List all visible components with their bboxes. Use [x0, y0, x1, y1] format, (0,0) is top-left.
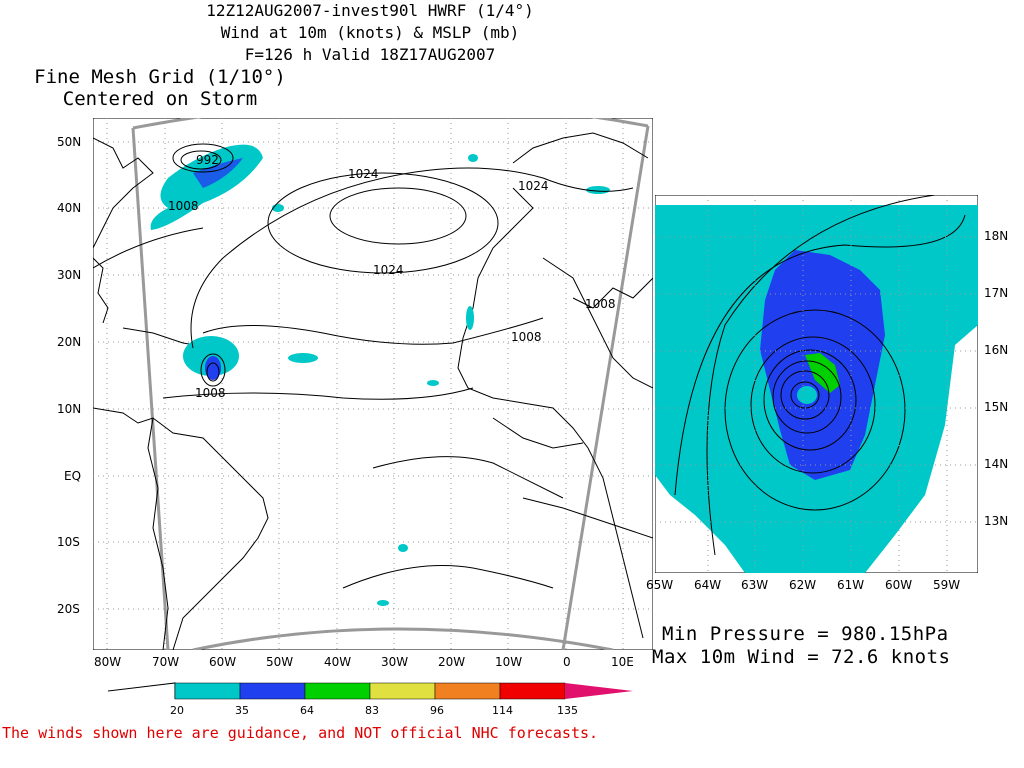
- wind-colorbar: [108, 682, 633, 700]
- isobar-label: 1024: [348, 167, 379, 181]
- title-line-2: Wind at 10m (knots) & MSLP (mb): [220, 23, 520, 42]
- lat-label: 20S: [57, 602, 80, 616]
- max-wind: Max 10m Wind = 72.6 knots: [652, 646, 951, 668]
- lon-label: 10E: [611, 655, 634, 669]
- colorbar-segment: [369, 682, 436, 700]
- lat-label: 16N: [984, 343, 1009, 357]
- lon-label: 70W: [152, 655, 180, 669]
- lat-label: 20N: [57, 335, 82, 349]
- lat-label: 30N: [57, 268, 82, 282]
- lat-label: 13N: [984, 514, 1009, 528]
- isobars: [93, 143, 634, 589]
- lon-label: 60W: [885, 578, 913, 592]
- fine-mesh-title-line-2: Centered on Storm: [62, 88, 258, 110]
- lon-label: 62W: [789, 578, 817, 592]
- lat-label: 10S: [57, 535, 80, 549]
- colorbar-tail: [108, 682, 176, 699]
- lon-label: 65W: [646, 578, 674, 592]
- main-title: 12Z12AUG2007-invest90l HWRF (1/4°) Wind …: [0, 0, 740, 66]
- colorbar-label: 35: [235, 704, 249, 717]
- lon-label: 30W: [381, 655, 409, 669]
- isobar-label: 1024: [373, 263, 404, 277]
- disclaimer: The winds shown here are guidance, and N…: [2, 724, 599, 742]
- coastlines: [93, 132, 653, 650]
- lon-label: 60W: [209, 655, 237, 669]
- colorbar-segment: [239, 682, 306, 700]
- lat-label: 10N: [57, 402, 82, 416]
- fine-mesh-title: Fine Mesh Grid (1/10°) Centered on Storm: [0, 66, 320, 110]
- wind-83-contour: [805, 353, 840, 393]
- colorbar-label: 114: [492, 704, 513, 717]
- colorbar-segment: [304, 682, 371, 700]
- fine-graticule: [655, 195, 978, 573]
- colorbar-segment: [174, 682, 241, 700]
- colorbar-segment: [434, 682, 501, 700]
- lon-label: 40W: [324, 655, 352, 669]
- isobar-label: 992: [196, 153, 219, 167]
- lon-label: 0: [563, 655, 571, 669]
- map-graticule: [93, 118, 653, 650]
- lat-label: 14N: [984, 457, 1009, 471]
- title-line-1: 12Z12AUG2007-invest90l HWRF (1/4°): [206, 1, 534, 20]
- lat-label: 18N: [984, 229, 1009, 243]
- isobar-label: 1008: [195, 386, 226, 400]
- fine-mesh-map: [655, 195, 978, 573]
- lat-label: 17N: [984, 286, 1009, 300]
- colorbar-label: 64: [300, 704, 314, 717]
- colorbar-label: 135: [557, 704, 578, 717]
- min-pressure: Min Pressure = 980.15hPa: [662, 623, 949, 645]
- lon-label: 64W: [694, 578, 722, 592]
- fine-isobars: [674, 195, 966, 556]
- lat-label: 40N: [57, 201, 82, 215]
- isobar-label: 1008: [511, 330, 542, 344]
- main-map: 992 1008 1024 1024 1024 1008 1008 1008: [93, 118, 653, 650]
- colorbar-segment: [499, 682, 566, 700]
- colorbar-label: 83: [365, 704, 379, 717]
- isobar-label: 1024: [518, 179, 549, 193]
- lon-label: 10W: [495, 655, 523, 669]
- colorbar-arrow: [565, 683, 633, 699]
- lat-label: 15N: [984, 400, 1009, 414]
- colorbar-label: 96: [430, 704, 444, 717]
- isobar-labels: 992 1008 1024 1024 1024 1008 1008 1008: [168, 153, 616, 400]
- storm-eye: [797, 386, 817, 404]
- colorbar-label: 20: [170, 704, 184, 717]
- lon-label: 50W: [266, 655, 294, 669]
- lon-label: 80W: [94, 655, 122, 669]
- isobar-label: 1008: [585, 297, 616, 311]
- lon-label: 59W: [933, 578, 961, 592]
- isobar-label: 1008: [168, 199, 199, 213]
- lon-label: 20W: [438, 655, 466, 669]
- lon-label: 61W: [837, 578, 865, 592]
- lat-label: 50N: [57, 135, 82, 149]
- lat-label: EQ: [64, 469, 82, 483]
- title-line-3: F=126 h Valid 18Z17AUG2007: [244, 45, 496, 64]
- fine-mesh-title-line-1: Fine Mesh Grid (1/10°): [34, 66, 286, 88]
- lon-label: 63W: [741, 578, 769, 592]
